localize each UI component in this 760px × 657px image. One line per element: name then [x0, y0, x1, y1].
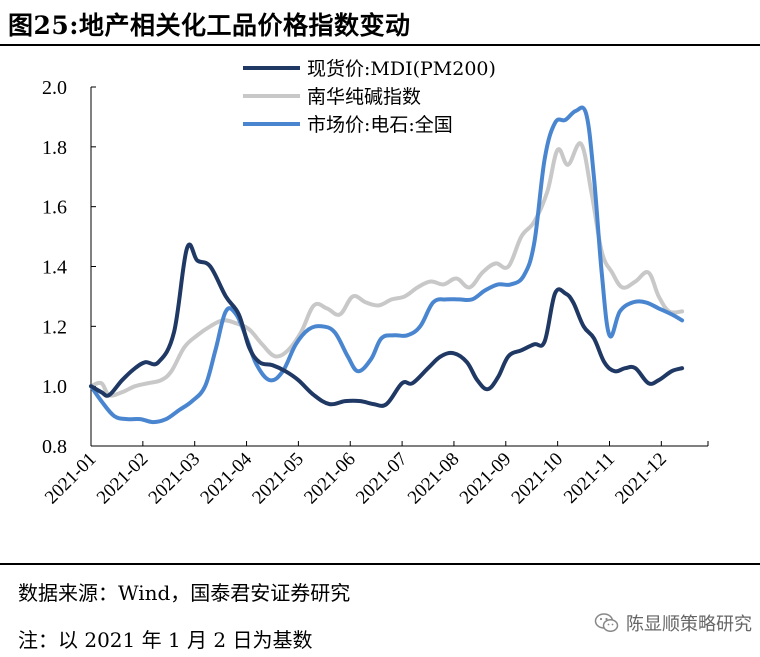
baseline-note: 注：以 2021 年 1 月 2 日为基数: [18, 628, 313, 652]
line-chart: 0.81.01.21.41.61.82.02021-012021-022021-…: [41, 58, 709, 509]
x-tick-label: 2021-06: [300, 449, 360, 509]
figure-title: 图25:地产相关化工品价格指数变动: [8, 11, 411, 40]
y-tick-label: 1.6: [42, 197, 67, 219]
x-tick-label: 2021-09: [456, 449, 516, 509]
x-tick-label: 2021-07: [352, 449, 412, 509]
title-divider: [0, 44, 760, 46]
chart-series-layer: [89, 105, 685, 425]
x-tick-label: 2021-08: [404, 449, 464, 509]
series-line-2: [89, 105, 685, 425]
watermark-text: 陈显顺策略研究: [626, 614, 752, 635]
legend-label-0: 现货价:MDI(PM200): [307, 58, 496, 80]
y-tick-label: 0.8: [42, 436, 67, 458]
x-tick-label: 2021-11: [560, 449, 619, 508]
x-tick-label: 2021-02: [93, 449, 153, 509]
x-tick-label: 2021-04: [196, 448, 256, 508]
series-line-1: [89, 141, 685, 398]
series-line-0: [89, 242, 685, 408]
chart-axes: 0.81.01.21.41.61.82.02021-012021-022021-…: [41, 77, 709, 509]
y-tick-label: 1.2: [42, 316, 67, 338]
y-tick-label: 1.4: [42, 257, 67, 279]
x-tick-label: 2021-05: [248, 449, 308, 509]
x-tick-label: 2021-03: [145, 449, 205, 509]
y-tick-label: 2.0: [42, 77, 67, 99]
data-source-note: 数据来源：Wind，国泰君安证券研究: [18, 581, 351, 605]
footer-divider: [0, 563, 760, 565]
legend-label-2: 市场价:电石:全国: [307, 114, 453, 136]
y-tick-label: 1.8: [42, 137, 67, 159]
legend-label-1: 南华纯碱指数: [307, 86, 421, 108]
x-tick-label: 2021-10: [508, 449, 568, 509]
watermark: 陈显顺策略研究: [594, 610, 752, 636]
x-tick-label: 2021-12: [611, 449, 671, 509]
wechat-icon: [594, 613, 619, 633]
y-tick-label: 1.0: [42, 376, 67, 398]
